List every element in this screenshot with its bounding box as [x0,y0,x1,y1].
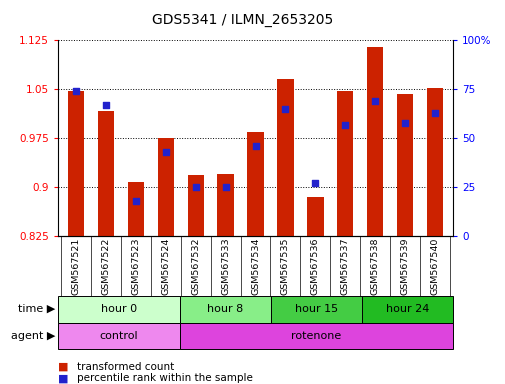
Text: hour 24: hour 24 [385,304,428,314]
Bar [366,47,383,236]
Text: GSM567535: GSM567535 [280,237,289,295]
Bar [247,132,263,236]
Point [311,180,319,186]
Point [430,110,438,116]
Bar [307,197,323,236]
Bar [270,296,361,323]
Text: hour 8: hour 8 [207,304,243,314]
Bar [68,91,84,236]
Text: GSM567540: GSM567540 [430,237,438,295]
Text: ■: ■ [58,373,69,383]
Text: GSM567534: GSM567534 [250,237,260,295]
Bar [58,323,179,349]
Bar [187,175,204,236]
Bar [217,174,233,236]
Point [102,102,110,108]
Text: GSM567539: GSM567539 [400,237,409,295]
Text: agent ▶: agent ▶ [11,331,56,341]
Bar [336,91,353,236]
Point [72,88,80,94]
Bar [179,296,270,323]
Text: GSM567533: GSM567533 [221,237,230,295]
Bar [426,88,442,236]
Text: hour 15: hour 15 [294,304,337,314]
Point [191,184,199,190]
Bar [396,94,413,236]
Bar [361,296,452,323]
Bar [277,79,293,236]
Point [340,121,348,127]
Text: GSM567536: GSM567536 [310,237,319,295]
Text: GSM567522: GSM567522 [102,237,110,295]
Bar [127,182,144,236]
Text: transformed count: transformed count [77,362,174,372]
Text: time ▶: time ▶ [18,304,56,314]
Text: ■: ■ [58,362,69,372]
Text: control: control [99,331,138,341]
Text: GSM567532: GSM567532 [191,237,200,295]
Point [162,149,170,155]
Point [221,184,229,190]
Point [132,198,140,204]
Bar [179,323,452,349]
Point [370,98,378,104]
Point [281,106,289,112]
Text: hour 0: hour 0 [100,304,137,314]
Text: GDS5341 / ILMN_2653205: GDS5341 / ILMN_2653205 [152,13,333,27]
Point [400,119,408,126]
Text: GSM567523: GSM567523 [131,237,140,295]
Text: GSM567524: GSM567524 [161,237,170,295]
Text: GSM567521: GSM567521 [72,237,80,295]
Point [251,143,259,149]
Bar [97,111,114,236]
Text: GSM567538: GSM567538 [370,237,379,295]
Bar [157,138,174,236]
Text: percentile rank within the sample: percentile rank within the sample [77,373,253,383]
Text: GSM567537: GSM567537 [340,237,349,295]
Bar [58,296,179,323]
Text: rotenone: rotenone [290,331,341,341]
